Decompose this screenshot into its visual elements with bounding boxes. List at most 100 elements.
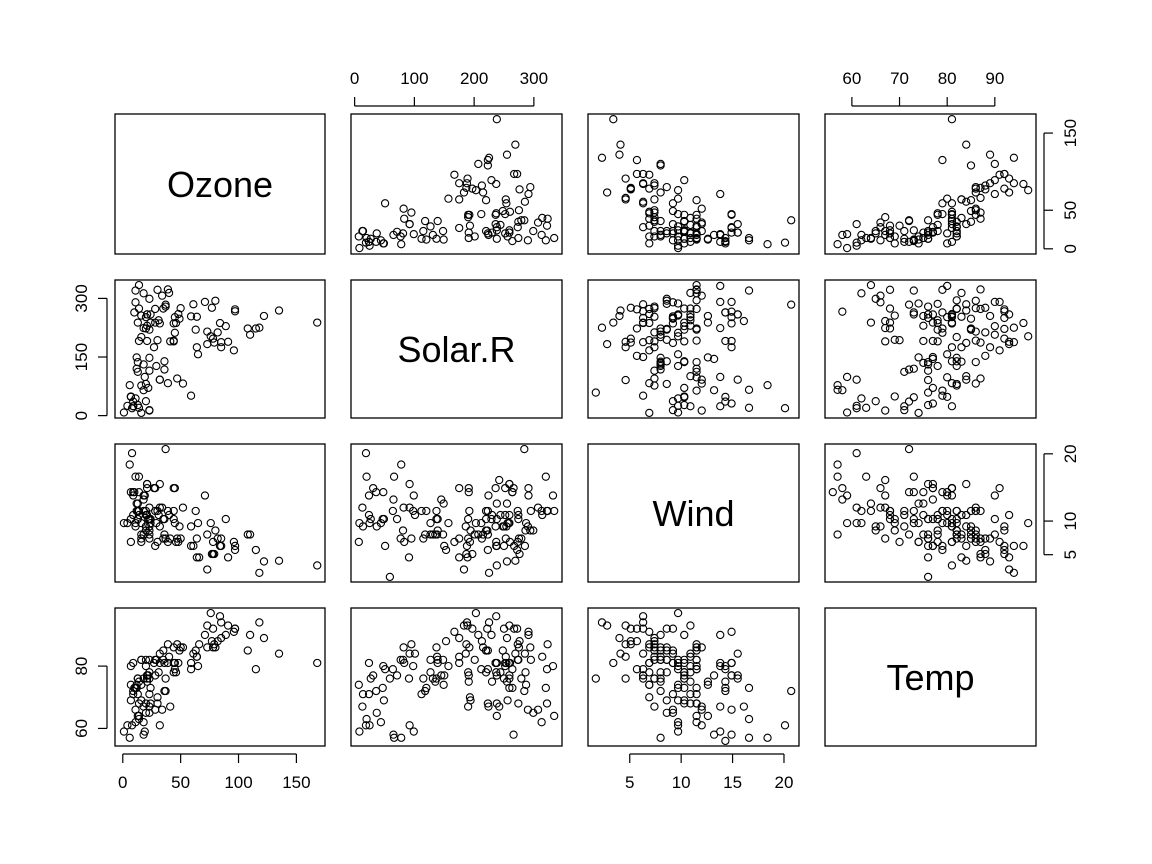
data-point-r1-c3-obs41 bbox=[692, 214, 701, 223]
data-point-r2-c4-obs112 bbox=[933, 337, 942, 346]
data-point-r1-c2-obs80 bbox=[462, 183, 471, 193]
data-point-r1-c3-obs11 bbox=[645, 239, 654, 248]
data-point-r2-c4-obs107 bbox=[938, 386, 947, 395]
data-point-r1-c4-obs21 bbox=[842, 243, 852, 253]
data-point-r3-c1-obs121 bbox=[255, 568, 264, 577]
data-point-r4-c2-obs114 bbox=[371, 686, 381, 696]
data-point-r4-c2-obs18 bbox=[397, 733, 406, 742]
data-point-r3-c1-obs135 bbox=[142, 479, 152, 489]
data-point-r2-c1-obs126 bbox=[203, 339, 212, 349]
data-point-r2-c4-obs95 bbox=[952, 381, 961, 390]
data-point-r4-c1-obs48 bbox=[161, 686, 170, 696]
data-point-r4-c3-obs49 bbox=[668, 708, 678, 717]
data-point-r2-c3-obs24 bbox=[697, 375, 706, 384]
data-point-r4-c2-obs3 bbox=[439, 680, 448, 689]
data-point-r2-c3-obs25 bbox=[744, 385, 754, 394]
data-point-r2-c3-obs99 bbox=[615, 311, 624, 321]
data-point-r3-c4-obs56 bbox=[919, 530, 928, 539]
data-point-r1-c4-obs120 bbox=[1024, 186, 1033, 195]
data-point-r3-c1-obs70 bbox=[230, 545, 240, 555]
data-point-r2-c4-obs113 bbox=[928, 310, 938, 319]
data-point-r2-c1-obs99 bbox=[259, 311, 269, 321]
data-point-r3-c2-obs87 bbox=[398, 526, 408, 535]
data-point-r1-c4-obs17 bbox=[876, 218, 885, 227]
data-point-r2-c3-obs74 bbox=[727, 343, 736, 352]
data-point-r3-c2-obs35 bbox=[461, 522, 470, 531]
data-point-r2-c1-obs8 bbox=[140, 372, 149, 382]
data-point-r3-c2-obs106 bbox=[444, 518, 453, 528]
data-point-r2-c4-obs34 bbox=[881, 316, 890, 326]
data-point-r1-c4-obs94 bbox=[947, 237, 957, 247]
data-point-r2-c4-obs63 bbox=[966, 314, 976, 323]
data-point-r1-c3-obs30 bbox=[632, 155, 642, 165]
data-point-r3-c2-obs38 bbox=[426, 518, 435, 528]
data-point-r1-c3-obs74 bbox=[727, 223, 736, 233]
data-point-r2-c1-obs152 bbox=[139, 360, 148, 369]
data-point-r1-c2-obs124 bbox=[450, 170, 459, 179]
data-point-r3-c4-obs113 bbox=[928, 479, 938, 489]
data-point-r3-c4-obs53 bbox=[923, 572, 933, 582]
data-point-r1-c4-obs106 bbox=[943, 194, 952, 203]
data-point-r2-c3-obs14 bbox=[686, 304, 695, 313]
data-point-r4-c3-obs90 bbox=[650, 643, 659, 652]
data-point-r1-c4-obs99 bbox=[985, 150, 995, 159]
data-point-r4-c2-obs75 bbox=[524, 627, 533, 636]
data-point-r2-c4-obs119 bbox=[981, 351, 990, 360]
data-point-r4-c3-obs135 bbox=[733, 674, 742, 683]
data-point-r3-c4-obs2 bbox=[904, 530, 914, 539]
data-point-r2-c4-obs57 bbox=[933, 361, 942, 371]
data-point-r2-c4-obs82 bbox=[914, 408, 923, 418]
data-point-r2-c3-obs1 bbox=[650, 337, 659, 346]
data-point-r3-c4-obs3 bbox=[914, 499, 923, 508]
data-point-r1-c4-obs49 bbox=[871, 229, 880, 238]
data-point-r3-c1-obs136 bbox=[151, 541, 160, 551]
data-point-r2-c1-obs149 bbox=[153, 336, 162, 345]
data-point-r2-c3-obs67 bbox=[686, 288, 695, 298]
data-point-r3-c4-obs16 bbox=[866, 506, 876, 516]
data-point-r1-c2-obs147 bbox=[379, 239, 389, 248]
data-point-r1-c4-obs70 bbox=[1000, 169, 1009, 179]
data-point-r3-c2-obs53 bbox=[385, 572, 395, 582]
data-point-r2-c4-obs25 bbox=[833, 385, 842, 394]
data-point-r2-c4-obs60 bbox=[928, 399, 938, 408]
data-point-r3-c4-obs70 bbox=[1000, 545, 1009, 555]
data-point-r4-c3-obs141 bbox=[680, 674, 689, 683]
data-point-r2-c4-obs147 bbox=[890, 392, 899, 401]
data-point-r2-c3-obs129 bbox=[733, 375, 742, 384]
data-point-r4-c1-obs120 bbox=[206, 608, 215, 618]
data-point-r3-c1-obs95 bbox=[137, 534, 146, 543]
data-point-r1-c4-obs40 bbox=[990, 189, 999, 199]
data-point-r2-c1-obs147 bbox=[126, 392, 136, 401]
data-point-r1-c4-obs30 bbox=[938, 155, 947, 165]
data-point-r2-c1-obs62 bbox=[274, 306, 284, 315]
data-point-r3-c2-obs72 bbox=[433, 526, 442, 535]
data-point-r2-c3-obs23 bbox=[673, 401, 683, 411]
data-point-r4-c3-obs57 bbox=[656, 668, 665, 677]
data-point-r1-c2-obs22 bbox=[541, 236, 550, 245]
data-point-r4-c1-obs96 bbox=[208, 643, 218, 652]
data-point-r1-c4-obs20 bbox=[857, 236, 866, 245]
data-point-r4-c3-obs75 bbox=[727, 627, 736, 636]
data-point-r4-c2-obs61 bbox=[432, 652, 442, 661]
data-point-r1-c2-obs128 bbox=[407, 208, 416, 217]
data-point-r4-c3-obs128 bbox=[650, 640, 659, 649]
data-point-r3-c4-obs26 bbox=[838, 483, 847, 493]
data-point-r1-c3-obs121 bbox=[597, 153, 607, 162]
data-point-r1-c3-obs15 bbox=[709, 230, 719, 240]
data-point-r2-c4-obs135 bbox=[923, 310, 933, 319]
data-point-r3-c4-obs14 bbox=[885, 510, 895, 520]
data-point-r3-c2-obs86 bbox=[483, 530, 493, 539]
data-point-r2-c1-obs133 bbox=[146, 310, 155, 319]
data-point-r4-c3-obs43 bbox=[668, 624, 678, 633]
data-point-r2-c3-obs64 bbox=[668, 319, 678, 328]
data-point-r2-c4-obs137 bbox=[900, 402, 909, 411]
data-point-r2-c4-obs150 bbox=[928, 354, 938, 364]
data-point-r3-c1-obs92 bbox=[186, 522, 196, 531]
data-point-r3-c2-obs82 bbox=[354, 537, 363, 547]
data-point-r1-c3-obs136 bbox=[638, 223, 648, 232]
data-point-r1-c2-obs85 bbox=[526, 182, 535, 192]
data-point-r1-c2-obs17 bbox=[533, 218, 543, 227]
data-point-r2-c4-obs56 bbox=[919, 358, 928, 368]
data-point-r4-c3-obs138 bbox=[692, 689, 701, 699]
data-point-r3-c4-obs110 bbox=[923, 534, 933, 543]
